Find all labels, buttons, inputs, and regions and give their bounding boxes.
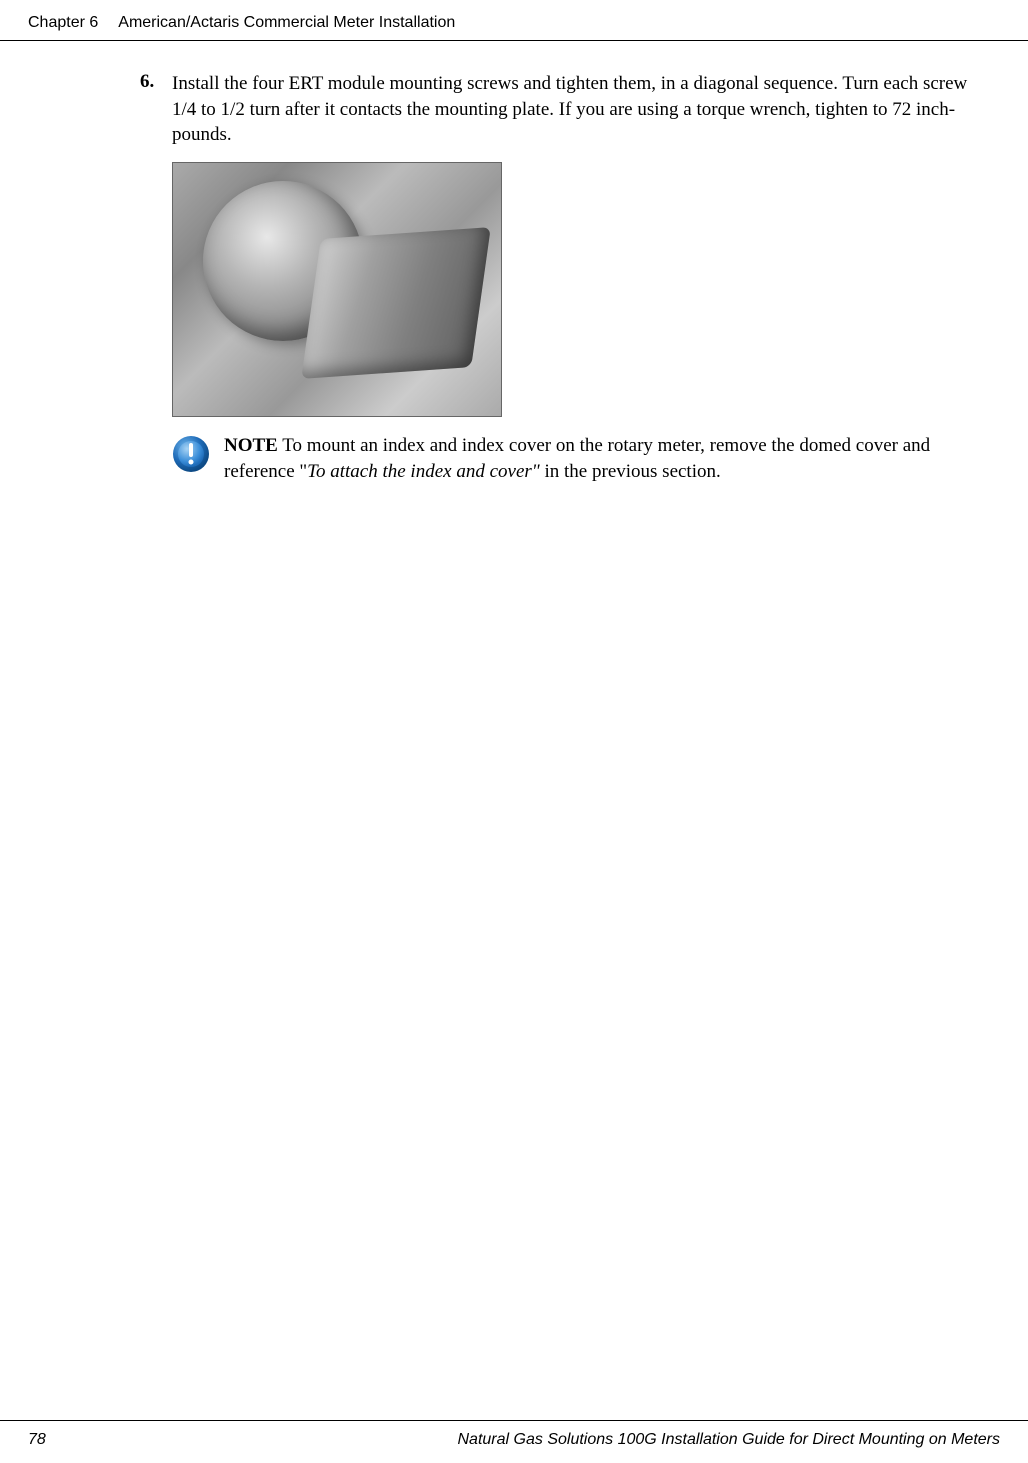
page-footer: 78 Natural Gas Solutions 100G Installati…: [0, 1420, 1028, 1449]
meter-photo: [172, 162, 502, 417]
header-chapter: Chapter 6: [28, 14, 98, 32]
note-after: in the previous section.: [540, 461, 721, 482]
note-text: NOTE To mount an index and index cover o…: [224, 433, 980, 484]
info-icon: [172, 435, 210, 473]
page-header: Chapter 6 American/Actaris Commercial Me…: [0, 0, 1028, 41]
step-item: 6. Install the four ERT module mounting …: [140, 71, 980, 148]
note-row: NOTE To mount an index and index cover o…: [172, 433, 980, 484]
note-label: NOTE: [224, 435, 278, 456]
photo-container: [172, 162, 980, 417]
footer-page-number: 78: [28, 1431, 46, 1449]
header-title: American/Actaris Commercial Meter Instal…: [118, 14, 455, 32]
step-text: Install the four ERT module mounting scr…: [172, 71, 980, 148]
footer-title: Natural Gas Solutions 100G Installation …: [458, 1431, 1001, 1449]
step-number: 6.: [140, 71, 168, 148]
page-content: 6. Install the four ERT module mounting …: [0, 41, 1028, 484]
note-italic: To attach the index and cover": [307, 461, 540, 482]
